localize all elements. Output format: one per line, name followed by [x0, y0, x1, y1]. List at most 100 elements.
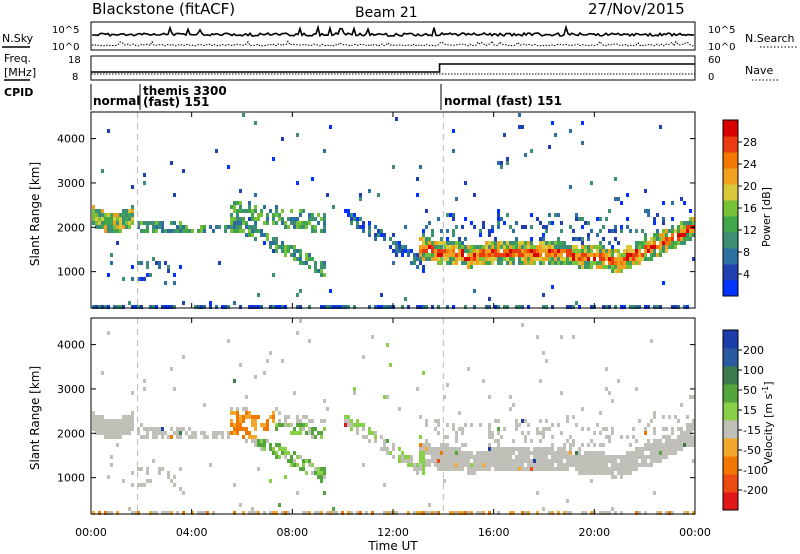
heatmap-cell — [572, 245, 575, 249]
heatmap-cell — [395, 245, 398, 249]
heatmap-cell — [158, 225, 161, 229]
heatmap-cell — [140, 277, 143, 281]
heatmap-cell — [689, 217, 692, 221]
heatmap-cell — [506, 249, 509, 253]
noise-tick-right-bottom: 10^0 — [708, 42, 735, 53]
heatmap-cell — [323, 221, 326, 225]
heatmap-cell — [107, 213, 110, 217]
heatmap-cell — [683, 221, 686, 225]
heatmap-cell — [512, 253, 515, 257]
colorbar-tick-label: 8 — [743, 246, 750, 259]
heatmap-cell — [122, 415, 125, 419]
heatmap-cell — [572, 335, 575, 339]
heatmap-cell — [275, 451, 278, 455]
heatmap-cell — [434, 419, 437, 423]
heatmap-cell — [662, 447, 665, 451]
heatmap-cell — [434, 459, 437, 463]
heatmap-cell — [194, 305, 197, 309]
heatmap-cell — [347, 305, 350, 309]
heatmap-cell — [236, 419, 239, 423]
heatmap-cell — [482, 455, 485, 459]
heatmap-cell — [452, 463, 455, 467]
heatmap-cell — [413, 511, 416, 515]
heatmap-cell — [539, 245, 542, 249]
heatmap-cell — [473, 257, 476, 261]
heatmap-cell — [668, 245, 671, 249]
heatmap-cell — [566, 253, 569, 257]
colorbar-tick-label: 20 — [743, 180, 757, 193]
heatmap-cell — [593, 261, 596, 265]
heatmap-cell — [533, 467, 536, 471]
colorbar-tick-label: 4 — [743, 268, 750, 281]
heatmap-cell — [479, 229, 482, 233]
colorbar-tick-label: 100 — [743, 364, 764, 377]
heatmap-cell — [293, 217, 296, 221]
heatmap-cell — [512, 249, 515, 253]
heatmap-cell — [680, 443, 683, 447]
heatmap-cell — [233, 209, 236, 213]
heatmap-cell — [299, 305, 302, 309]
heatmap-cell — [167, 265, 170, 269]
heatmap-cell — [491, 229, 494, 233]
heatmap-cell — [320, 229, 323, 233]
heatmap-cell — [665, 427, 668, 431]
heatmap-cell — [611, 459, 614, 463]
heatmap-cell — [179, 229, 182, 233]
heatmap-cell — [419, 305, 422, 309]
heatmap-cell — [299, 261, 302, 265]
heatmap-cell — [521, 447, 524, 451]
heatmap-cell — [566, 415, 569, 419]
heatmap-cell — [515, 463, 518, 467]
heatmap-cell — [155, 427, 158, 431]
heatmap-cell — [113, 427, 116, 431]
heatmap-cell — [674, 439, 677, 443]
heatmap-cell — [326, 407, 329, 411]
heatmap-cell — [521, 511, 524, 515]
heatmap-cell — [575, 467, 578, 471]
heatmap-cell — [245, 431, 248, 435]
heatmap-cell — [683, 225, 686, 229]
heatmap-cell — [662, 443, 665, 447]
heatmap-cell — [377, 305, 380, 309]
heatmap-cell — [572, 257, 575, 261]
heatmap-cell — [473, 253, 476, 257]
heatmap-cell — [275, 237, 278, 241]
heatmap-cell — [479, 253, 482, 257]
heatmap-cell — [149, 273, 152, 277]
heatmap-cell — [347, 209, 350, 213]
heatmap-cell — [143, 427, 146, 431]
heatmap-cell — [545, 451, 548, 455]
heatmap-cell — [647, 443, 650, 447]
heatmap-cell — [203, 229, 206, 233]
heatmap-cell — [161, 305, 164, 309]
heatmap-cell — [164, 281, 167, 285]
heatmap-cell — [122, 431, 125, 435]
heatmap-cell — [227, 435, 230, 439]
heatmap-cell — [329, 305, 332, 309]
heatmap-cell — [398, 245, 401, 249]
heatmap-cell — [164, 305, 167, 309]
heatmap-cell — [434, 451, 437, 455]
heatmap-cell — [248, 431, 251, 435]
heatmap-cell — [425, 249, 428, 253]
heatmap-cell — [455, 455, 458, 459]
heatmap-cell — [530, 451, 533, 455]
heatmap-cell — [500, 459, 503, 463]
heatmap-cell — [452, 511, 455, 515]
heatmap-cell — [623, 253, 626, 257]
heatmap-cell — [659, 451, 662, 455]
heatmap-cell — [491, 249, 494, 253]
heatmap-cell — [503, 459, 506, 463]
heatmap-cell — [656, 439, 659, 443]
heatmap-cell — [440, 467, 443, 471]
heatmap-cell — [479, 451, 482, 455]
heatmap-cell — [464, 459, 467, 463]
heatmap-cell — [314, 427, 317, 431]
heatmap-cell — [638, 241, 641, 245]
heatmap-cell — [128, 213, 131, 217]
heatmap-cell — [629, 463, 632, 467]
heatmap-cell — [650, 339, 653, 343]
heatmap-cell — [506, 447, 509, 451]
heatmap-cell — [425, 451, 428, 455]
heatmap-cell — [536, 511, 539, 515]
